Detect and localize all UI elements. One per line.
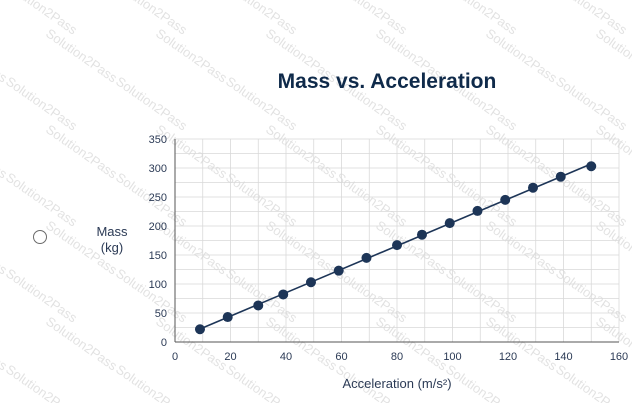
data-point [472, 205, 483, 216]
x-tick-label: 20 [224, 351, 236, 363]
data-point [305, 277, 316, 288]
y-axis-label-line2: (kg) [101, 240, 123, 255]
y-tick-label: 0 [161, 337, 167, 349]
data-point [361, 252, 372, 263]
x-tick-label: 60 [335, 351, 347, 363]
chart-ticks: 0 20 40 60 80 100 120 140 160 0 50 100 150 200 250 300 3… [149, 134, 629, 363]
y-tick-label: 50 [155, 308, 167, 320]
data-point [555, 171, 566, 182]
y-axis-label-line1: Mass [96, 224, 128, 239]
x-tick-label: 160 [610, 351, 628, 363]
data-point [444, 218, 455, 229]
data-point [222, 312, 233, 323]
data-point [253, 300, 264, 311]
x-tick-label: 140 [554, 351, 572, 363]
data-point [278, 289, 289, 300]
chart-grid [174, 138, 620, 343]
data-point [392, 240, 402, 251]
data-point [586, 161, 597, 172]
data-point [500, 194, 511, 205]
y-tick-label: 250 [149, 192, 167, 204]
answer-radio-button[interactable] [33, 230, 47, 244]
y-tick-label: 350 [149, 134, 167, 146]
y-tick-label: 100 [149, 279, 167, 291]
data-point [333, 265, 344, 276]
x-axis-label: Acceleration (m/s²) [342, 376, 451, 391]
data-point [194, 324, 205, 335]
x-tick-label: 120 [499, 351, 517, 363]
y-tick-label: 150 [149, 250, 167, 262]
chart-title: Mass vs. Acceleration [278, 70, 497, 93]
x-tick-label: 40 [280, 351, 292, 363]
data-point [527, 182, 538, 193]
y-tick-label: 200 [149, 221, 167, 233]
x-tick-label: 80 [391, 351, 403, 363]
x-tick-label: 0 [172, 351, 178, 363]
data-point [416, 229, 427, 240]
chart-axes [174, 139, 619, 343]
chart-series [194, 161, 597, 335]
y-tick-label: 300 [149, 163, 167, 175]
x-tick-label: 100 [443, 351, 461, 363]
